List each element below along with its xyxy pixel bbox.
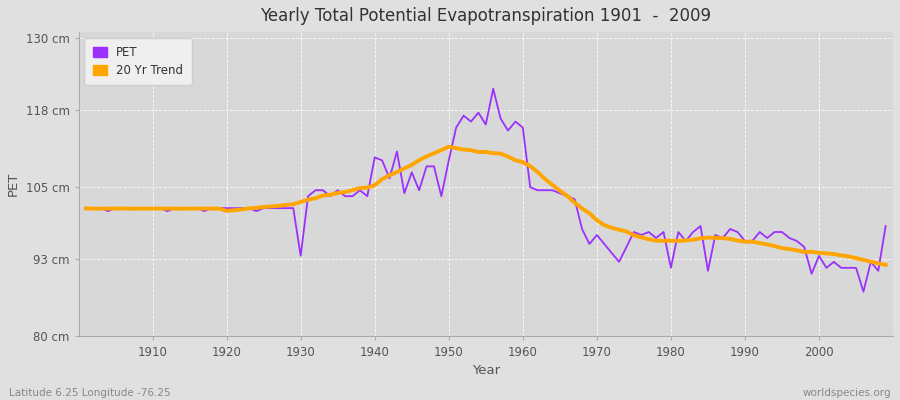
PET	[858, 289, 868, 294]
PET	[80, 206, 91, 210]
Text: worldspecies.org: worldspecies.org	[803, 388, 891, 398]
X-axis label: Year: Year	[472, 364, 500, 377]
20 Yr Trend	[880, 262, 891, 267]
PET	[525, 185, 535, 190]
20 Yr Trend	[140, 206, 150, 211]
20 Yr Trend	[518, 160, 528, 164]
Legend: PET, 20 Yr Trend: PET, 20 Yr Trend	[85, 38, 192, 85]
20 Yr Trend	[444, 144, 454, 149]
Y-axis label: PET: PET	[7, 172, 20, 196]
PET	[488, 86, 499, 91]
20 Yr Trend	[525, 164, 535, 168]
PET	[880, 224, 891, 228]
Line: 20 Yr Trend: 20 Yr Trend	[86, 147, 886, 265]
Line: PET: PET	[86, 89, 886, 292]
PET	[518, 125, 528, 130]
PET	[302, 194, 313, 199]
Title: Yearly Total Potential Evapotranspiration 1901  -  2009: Yearly Total Potential Evapotranspiratio…	[260, 7, 711, 25]
20 Yr Trend	[80, 206, 91, 211]
20 Yr Trend	[614, 227, 625, 232]
PET	[614, 260, 625, 264]
20 Yr Trend	[347, 188, 358, 192]
PET	[347, 194, 358, 199]
20 Yr Trend	[302, 197, 313, 202]
PET	[140, 206, 150, 210]
Text: Latitude 6.25 Longitude -76.25: Latitude 6.25 Longitude -76.25	[9, 388, 171, 398]
